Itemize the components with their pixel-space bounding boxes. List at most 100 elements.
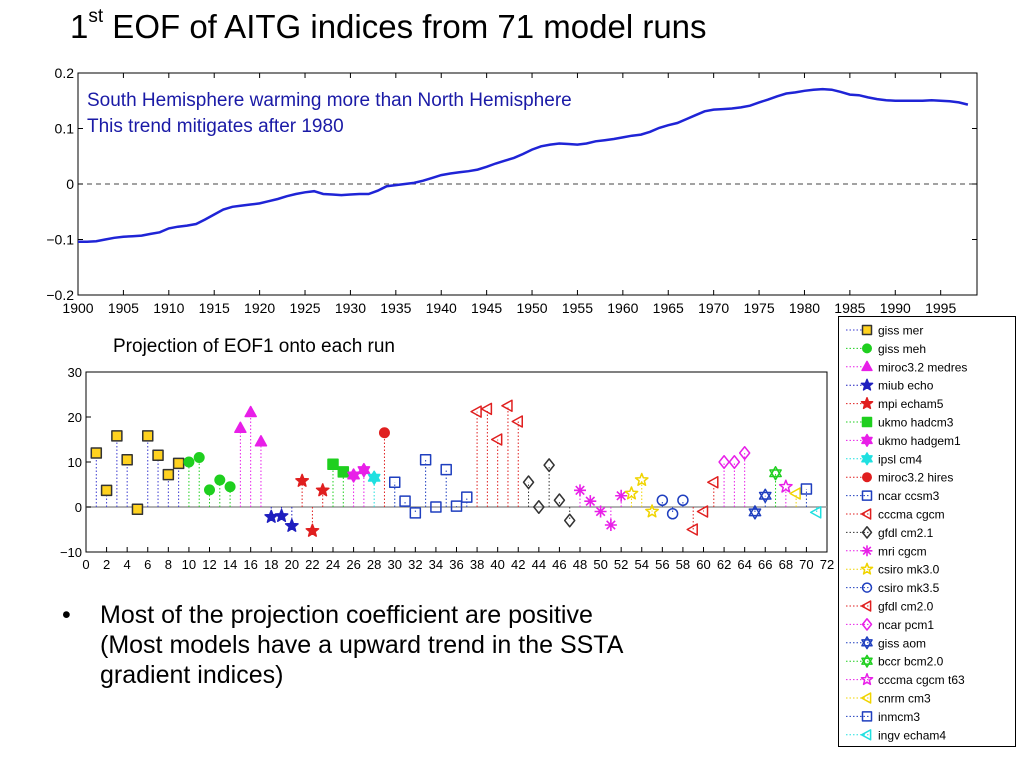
- legend-marker: [860, 397, 874, 410]
- legend-entry: ingv echam4: [846, 728, 946, 742]
- legend-marker: [861, 636, 873, 650]
- y-tick-label: −0.2: [46, 287, 74, 303]
- legend-marker: [861, 545, 873, 557]
- bottom-chart-title: Projection of EOF1 onto each run: [113, 336, 395, 357]
- series-ipsl-cm4: [367, 470, 381, 507]
- eof1-series-line: [78, 87, 969, 243]
- eof1-projection-chart: Projection of EOF1 onto each run3020100−…: [60, 336, 834, 572]
- slide-title: 1st EOF of AITG indices from 71 model ru…: [70, 6, 707, 46]
- x-tick-label: 10: [182, 557, 196, 572]
- data-point: [244, 405, 257, 418]
- legend-entry: cccma cgcm: [846, 508, 945, 522]
- annotation-text: This trend mitigates after 1980: [87, 116, 344, 137]
- data-point: [367, 470, 381, 485]
- x-tick-label: 1910: [153, 300, 184, 316]
- data-point: [604, 519, 617, 531]
- data-point: [615, 489, 628, 502]
- data-point: [254, 435, 268, 447]
- x-tick-label: 16: [243, 557, 257, 572]
- x-tick-label: 20: [285, 557, 299, 572]
- data-point: [686, 523, 698, 536]
- x-tick-label: 34: [429, 557, 443, 572]
- data-point: [501, 399, 513, 412]
- data-point: [100, 484, 113, 497]
- series-miub-echo: [264, 507, 299, 532]
- x-tick-label: 6: [144, 557, 151, 572]
- legend-label: csiro mk3.0: [878, 563, 940, 577]
- data-point: [594, 505, 607, 518]
- series-gfdl-cm2-1: [522, 458, 576, 528]
- legend-marker: [861, 452, 873, 466]
- legend-marker: [860, 729, 872, 741]
- x-tick-label: 8: [165, 557, 172, 572]
- x-tick-label: 70: [799, 557, 813, 572]
- legend-marker: [861, 490, 873, 501]
- legend-marker: [861, 360, 873, 372]
- legend-marker: [861, 654, 873, 668]
- model-legend: giss mer giss meh miroc3.2 medres miub echo…: [838, 316, 1016, 747]
- data-point: [214, 474, 226, 486]
- legend-entry: gfdl cm2.1: [846, 526, 934, 540]
- legend-entry: csiro mk3.5: [846, 581, 940, 595]
- data-point: [522, 475, 535, 490]
- data-point: [378, 427, 390, 439]
- legend-entry: gfdl cm2.0: [846, 600, 934, 614]
- x-tick-label: 1970: [698, 300, 729, 316]
- data-point: [778, 479, 793, 493]
- data-point: [327, 458, 339, 470]
- bullet-line-1: Most of the projection coefficient are p…: [100, 601, 593, 629]
- x-tick-label: 56: [655, 557, 669, 572]
- legend-label: ipsl cm4: [878, 452, 922, 466]
- x-tick-label: 32: [408, 557, 422, 572]
- legend-entry: csiro mk3.0: [846, 562, 940, 577]
- data-point: [204, 484, 215, 496]
- data-point: [111, 430, 123, 442]
- legend-label: giss mer: [878, 324, 923, 338]
- data-point: [142, 430, 154, 442]
- data-point: [315, 483, 330, 497]
- data-point: [224, 481, 236, 493]
- data-point: [131, 503, 144, 515]
- legend-marker: [861, 416, 873, 428]
- data-point: [90, 447, 103, 459]
- data-point: [563, 513, 576, 528]
- data-point: [738, 446, 751, 460]
- series-miroc3-2-hires: [378, 427, 390, 507]
- data-point: [337, 466, 350, 478]
- series-csiro-mk3-5: [656, 494, 689, 520]
- data-point: [718, 455, 730, 469]
- x-tick-label: 1995: [925, 300, 956, 316]
- legend-marker: [860, 508, 872, 520]
- x-tick-label: 36: [449, 557, 463, 572]
- x-tick-label: 52: [614, 557, 628, 572]
- data-point: [461, 491, 473, 503]
- legend-marker: [860, 600, 872, 612]
- y-tick-label: −0.1: [46, 232, 74, 248]
- series-bccr-bcm2-0: [769, 466, 782, 507]
- y-tick-label: 0: [66, 176, 74, 192]
- x-tick-label: 1915: [199, 300, 230, 316]
- x-tick-label: 54: [635, 557, 649, 572]
- x-tick-label: 4: [124, 557, 131, 572]
- legend-marker: [860, 562, 874, 575]
- bullet-section: • Most of the projection coefficient are…: [62, 600, 623, 690]
- legend-marker: [861, 433, 873, 447]
- legend-marker: [860, 673, 874, 686]
- legend-marker: [861, 526, 873, 539]
- x-tick-label: 1975: [743, 300, 774, 316]
- legend-label: ingv echam4: [878, 728, 946, 742]
- data-point: [584, 495, 597, 508]
- legend-entry: miroc3.2 medres: [846, 360, 967, 374]
- bullet-dot: •: [62, 601, 71, 629]
- x-tick-label: 1900: [62, 300, 93, 316]
- legend-label: miroc3.2 medres: [878, 360, 967, 374]
- x-tick-label: 1930: [335, 300, 366, 316]
- y-tick-label: 10: [68, 455, 82, 470]
- title-rest: EOF of AITG indices from 71 model runs: [103, 8, 707, 45]
- x-tick-label: 42: [511, 557, 525, 572]
- series-giss-aom: [748, 488, 772, 520]
- title-superscript: st: [88, 6, 104, 27]
- data-point: [511, 415, 523, 428]
- legend-marker: [862, 343, 872, 354]
